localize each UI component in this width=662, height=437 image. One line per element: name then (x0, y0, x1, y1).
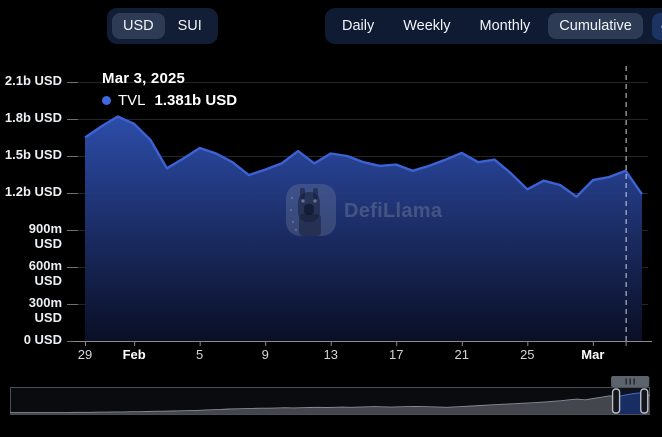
tooltip-series-row: TVL 1.381b USD (102, 92, 237, 109)
tvl-area-fill (85, 116, 642, 341)
expand-icon: <> (661, 19, 662, 34)
navigator-history-series (10, 392, 651, 414)
navigator-grip-handle[interactable] (611, 376, 650, 387)
expand-chart-button[interactable]: <> (651, 12, 662, 40)
tooltip-date: Mar 3, 2025 (102, 70, 186, 87)
tvl-line (84, 115, 643, 198)
navigator-selected-series (616, 392, 645, 414)
watermark: DefiLlama (286, 184, 442, 238)
interval-daily-button[interactable]: Daily (331, 13, 385, 40)
interval-weekly-button[interactable]: Weekly (392, 13, 461, 40)
chart-tooltip: Mar 3, 2025 TVL 1.381b USD (102, 70, 237, 109)
defillama-logo-icon (286, 184, 336, 236)
currency-usd-button[interactable]: USD (112, 12, 165, 40)
tvl-series-dot (102, 96, 111, 105)
tooltip-series-label: TVL (118, 92, 146, 109)
navigator-right-handle[interactable] (640, 388, 649, 414)
currency-toggle-group: USD SUI (107, 8, 218, 44)
navigator-left-handle[interactable] (611, 388, 621, 414)
currency-sui-button[interactable]: SUI (167, 13, 213, 40)
navigator-window[interactable] (616, 387, 645, 415)
watermark-text: DefiLlama (344, 199, 443, 222)
interval-monthly-button[interactable]: Monthly (469, 13, 542, 40)
interval-toggle-group: Daily Weekly Monthly Cumulative <> (325, 8, 662, 44)
tooltip-value: 1.381b USD (154, 92, 238, 109)
interval-cumulative-button[interactable]: Cumulative (548, 12, 643, 40)
